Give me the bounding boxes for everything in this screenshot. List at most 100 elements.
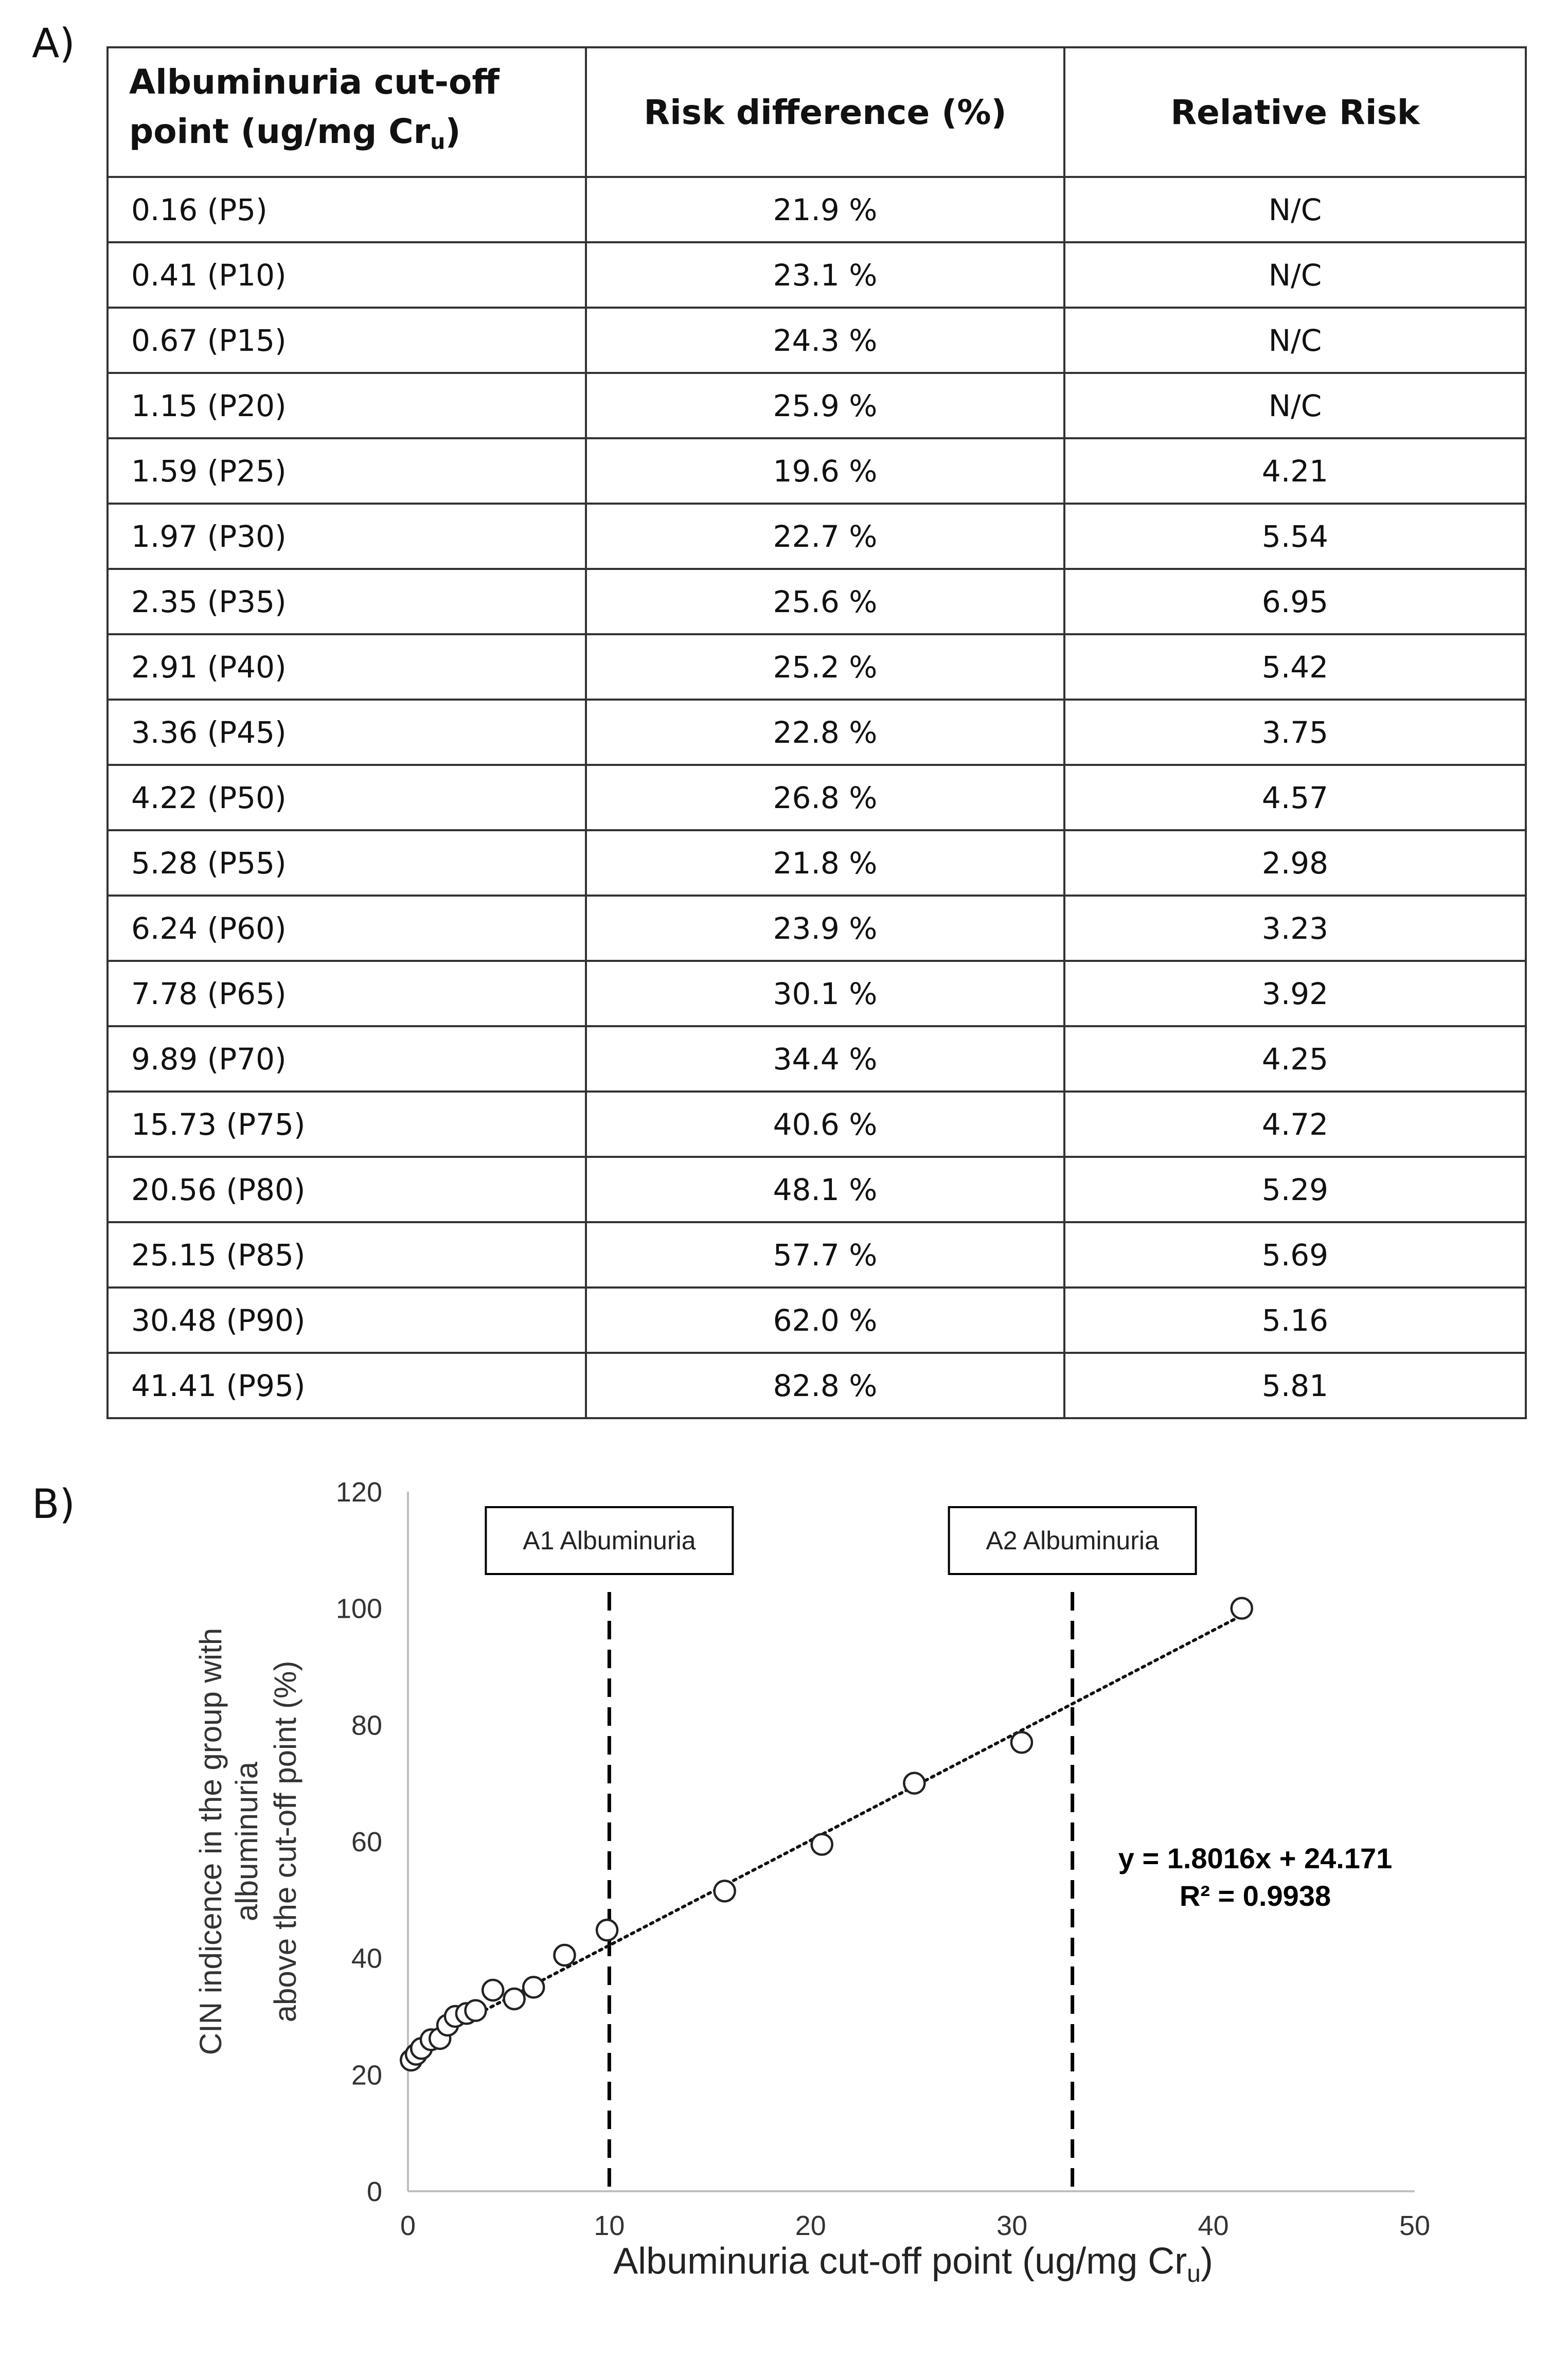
relative-risk-cell: 3.75 [1063,699,1527,766]
table-row: 1.97 (P30) 22.7 % 5.54 [106,503,1527,570]
data-point [1010,1731,1034,1754]
data-point [1230,1597,1254,1620]
relative-risk-cell: 4.57 [1063,764,1527,831]
relative-risk-cell: 5.42 [1063,633,1527,701]
header-risk-difference: Risk difference (%) [585,46,1065,178]
relative-risk-cell: N/C [1063,176,1527,243]
x-tick-label: 50 [1399,2210,1430,2241]
data-point [503,1987,526,2011]
risk-difference-cell: 40.6 % [585,1090,1065,1158]
cutoff-cell: 0.16 (P5) [106,176,587,243]
relative-risk-cell: 3.92 [1063,960,1527,1027]
data-point [522,1976,545,1999]
y-tick-label: 80 [351,1710,382,1741]
trendline [406,1614,1243,2052]
cutoff-cell: 5.28 (P55) [106,829,587,897]
y-axis-title-line: albuminuria [229,1761,264,1921]
relative-risk-cell: 4.21 [1063,437,1527,505]
relative-risk-cell: 5.54 [1063,503,1527,570]
x-tick-label: 10 [594,2210,625,2241]
y-axis-title-line: above the cut-off point (%) [268,1661,302,2023]
trendline-equation: y = 1.8016x + 24.171 [1118,1842,1393,1874]
table-row: 0.41 (P10) 23.1 % N/C [106,241,1527,309]
relative-risk-cell: N/C [1063,372,1527,439]
y-tick-label: 0 [367,2176,382,2207]
reference-label: A1 Albuminuria [523,1526,696,1555]
table-row: 41.41 (P95) 82.8 % 5.81 [106,1352,1527,1419]
data-point [713,1880,736,1903]
relative-risk-cell: 5.29 [1063,1156,1527,1223]
risk-table-body: 0.16 (P5) 21.9 % N/C 0.41 (P10) 23.1 % N/C 0.6… [106,176,1527,1419]
header-relative-risk: Relative Risk [1063,46,1527,178]
x-tick-label: 40 [1198,2210,1229,2241]
risk-difference-cell: 23.1 % [585,241,1065,309]
relative-risk-cell: 4.72 [1063,1090,1527,1158]
relative-risk-cell: 5.69 [1063,1221,1527,1289]
table-header-row: Albuminuria cut-off point (ug/mg Cru) Ris… [106,46,1527,178]
relative-risk-cell: 5.81 [1063,1352,1527,1419]
cutoff-cell: 25.15 (P85) [106,1221,587,1289]
risk-difference-cell: 21.9 % [585,176,1065,243]
table-row: 3.36 (P45) 22.8 % 3.75 [106,699,1527,766]
y-tick-label: 40 [351,1943,382,1974]
data-point [903,1772,926,1795]
table-row: 9.89 (P70) 34.4 % 4.25 [106,1025,1527,1093]
risk-difference-cell: 25.2 % [585,633,1065,701]
cutoff-cell: 30.48 (P90) [106,1286,587,1354]
reference-label-box [948,1506,1197,1575]
data-point [810,1833,833,1856]
risk-difference-cell: 82.8 % [585,1352,1065,1419]
table-row: 15.73 (P75) 40.6 % 4.72 [106,1090,1527,1158]
cutoff-cell: 7.78 (P65) [106,960,587,1027]
risk-difference-cell: 62.0 % [585,1286,1065,1354]
data-point [464,1999,487,2022]
table-row: 7.78 (P65) 30.1 % 3.92 [106,960,1527,1027]
table-row: 2.91 (P40) 25.2 % 5.42 [106,633,1527,701]
trendline-r-squared: R² = 0.9938 [1180,1880,1331,1912]
cutoff-cell: 15.73 (P75) [106,1090,587,1158]
cutoff-cell: 0.41 (P10) [106,241,587,309]
table-row: 0.67 (P15) 24.3 % N/C [106,307,1527,374]
data-point [595,1919,619,1942]
cutoff-cell: 0.67 (P15) [106,307,587,374]
table-row: 30.48 (P90) 62.0 % 5.16 [106,1286,1527,1354]
table-row: 5.28 (P55) 21.8 % 2.98 [106,829,1527,897]
reference-label: A2 Albuminuria [986,1526,1159,1555]
relative-risk-cell: 3.23 [1063,895,1527,962]
cutoff-cell: 2.35 (P35) [106,568,587,635]
panel-a-label: A) [32,21,75,67]
risk-difference-cell: 26.8 % [585,764,1065,831]
cutoff-cell: 4.22 (P50) [106,764,587,831]
table-row: 25.15 (P85) 57.7 % 5.69 [106,1221,1527,1289]
risk-difference-cell: 25.6 % [585,568,1065,635]
risk-difference-cell: 30.1 % [585,960,1065,1027]
x-tick-label: 20 [795,2210,826,2241]
x-tick-label: 0 [400,2210,416,2241]
cutoff-cell: 20.56 (P80) [106,1156,587,1223]
table-row: 20.56 (P80) 48.1 % 5.29 [106,1156,1527,1223]
risk-difference-cell: 24.3 % [585,307,1065,374]
relative-risk-cell: N/C [1063,307,1527,374]
cutoff-cell: 2.91 (P40) [106,633,587,701]
risk-table: Albuminuria cut-off point (ug/mg Cru) Ris… [106,46,1527,1419]
table-row: 4.22 (P50) 26.8 % 4.57 [106,764,1527,831]
risk-difference-cell: 22.8 % [585,699,1065,766]
y-tick-label: 60 [351,1827,382,1857]
cutoff-cell: 1.59 (P25) [106,437,587,505]
risk-difference-cell: 25.9 % [585,372,1065,439]
cutoff-cell: 1.97 (P30) [106,503,587,570]
relative-risk-cell: 5.16 [1063,1286,1527,1354]
y-tick-label: 120 [336,1477,382,1508]
y-tick-label: 20 [351,2060,382,2090]
relative-risk-cell: 2.98 [1063,829,1527,897]
reference-label-box [485,1506,734,1575]
panel-b-label: B) [32,1481,75,1528]
data-point [481,1978,505,2002]
y-tick-label: 100 [336,1594,382,1624]
risk-difference-cell: 57.7 % [585,1221,1065,1289]
risk-difference-cell: 23.9 % [585,895,1065,962]
x-tick-label: 30 [996,2210,1027,2241]
cutoff-cell: 3.36 (P45) [106,699,587,766]
risk-difference-cell: 48.1 % [585,1156,1065,1223]
x-axis-title: Albuminuria cut-off point (ug/mg Cru) [613,2241,1213,2287]
